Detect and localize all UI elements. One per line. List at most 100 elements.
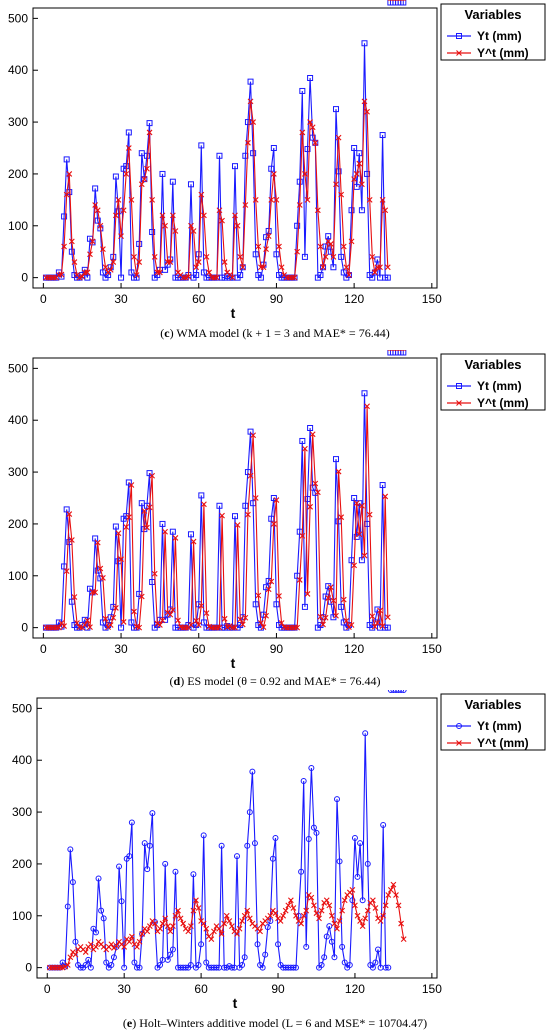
data-point-forecast [385,892,392,898]
data-point-observed [247,78,254,85]
data-point-forecast [159,212,166,219]
data-point-forecast [125,514,132,521]
data-point-forecast [247,98,254,105]
data-point-observed [110,954,117,961]
y-tick-label: 100 [8,219,28,233]
data-point-forecast [113,942,120,949]
y-tick-label: 400 [8,63,28,77]
data-point-observed [275,941,282,948]
x-tick-label: 90 [270,642,284,656]
data-point-forecast [169,607,176,613]
data-point-observed [357,840,364,847]
data-point-observed [264,924,271,931]
data-point-observed [263,584,270,591]
data-point-forecast [87,251,93,258]
data-point-observed [112,523,119,530]
data-point-observed [149,229,156,235]
data-point-forecast [110,614,117,621]
data-point-forecast [61,623,67,629]
data-point-forecast [84,617,91,624]
data-point-observed [61,213,68,220]
data-point-forecast [100,574,106,581]
data-point-forecast [352,902,358,909]
data-point-forecast [71,259,78,265]
data-point-observed [338,253,345,260]
data-point-forecast [146,129,153,136]
data-point-forecast [190,907,197,914]
data-point-forecast [293,912,299,919]
data-point-forecast [201,501,207,508]
data-point-observed [82,962,89,969]
data-point-forecast [221,615,228,622]
data-point-forecast [328,912,335,919]
data-point-forecast [298,920,304,927]
data-point-observed [247,428,254,435]
data-point-observed [92,185,99,192]
data-point-forecast [307,119,313,125]
x-tick-label: 150 [422,642,442,656]
data-point-forecast [331,920,338,927]
legend-box [440,3,546,61]
data-point-forecast [208,936,215,943]
data-point-observed [216,152,223,159]
data-point-forecast [175,907,181,914]
data-point-observed [62,963,69,970]
data-point-observed [112,173,119,180]
legend-marker [456,740,462,746]
data-point-forecast [265,233,272,240]
data-point-forecast [128,482,135,488]
caption-wma: (c) WMA model (k + 1 = 3 and MAE* = 76.4… [160,326,390,340]
data-point-forecast [247,472,254,479]
data-point-observed [228,964,235,971]
data-point-forecast [276,243,282,250]
data-point-observed [239,962,246,969]
data-point-observed [167,951,174,958]
data-point-forecast [128,933,135,940]
chart-panel-es: 0 30 60 90 120 150 0 100 200 300 400 500 t Variables Y… [0,350,550,695]
data-point-forecast [265,586,272,593]
data-point-forecast [353,171,360,177]
data-point-forecast [58,271,65,278]
data-point-forecast [260,264,267,271]
data-point-forecast [327,584,334,591]
data-point-forecast [198,602,205,609]
data-point-forecast [157,269,163,276]
data-point-forecast [110,259,117,265]
data-point-forecast [123,171,130,177]
data-point-forecast [314,489,321,496]
data-point-forecast [320,264,326,271]
y-tick-label: 500 [12,701,32,715]
data-point-forecast [115,196,122,203]
data-point-forecast [193,264,200,271]
x-tick-label: 60 [194,982,208,996]
data-point-forecast [61,243,67,250]
data-point-observed [400,0,407,6]
data-point-forecast [102,264,109,271]
data-point-forecast [219,217,225,224]
legend: Variables Yt (mm) Y^t (mm) [440,693,546,751]
data-point-forecast [94,539,101,546]
y-tick-label: 0 [21,621,28,635]
y-tick-label: 500 [8,11,28,25]
data-point-observed [67,846,74,853]
data-point-observed [398,690,405,693]
data-point-observed [141,176,148,183]
data-point-observed [339,943,346,950]
data-point-observed [301,253,308,260]
data-point-forecast [120,619,127,625]
x-tick-label: 60 [192,292,206,306]
series-line-observed [45,43,388,279]
data-point-forecast [149,196,156,203]
data-point-observed [395,690,402,693]
data-point-forecast [330,597,337,604]
data-point-observed [323,933,330,940]
data-point-forecast [126,938,133,945]
data-point-forecast [278,620,285,626]
data-point-forecast [296,577,303,583]
data-point-forecast [190,228,197,234]
data-point-forecast [79,273,86,280]
y-tick-label: 300 [8,465,28,479]
data-point-observed [254,941,261,948]
data-point-observed [242,502,249,509]
data-point-observed [187,181,194,188]
